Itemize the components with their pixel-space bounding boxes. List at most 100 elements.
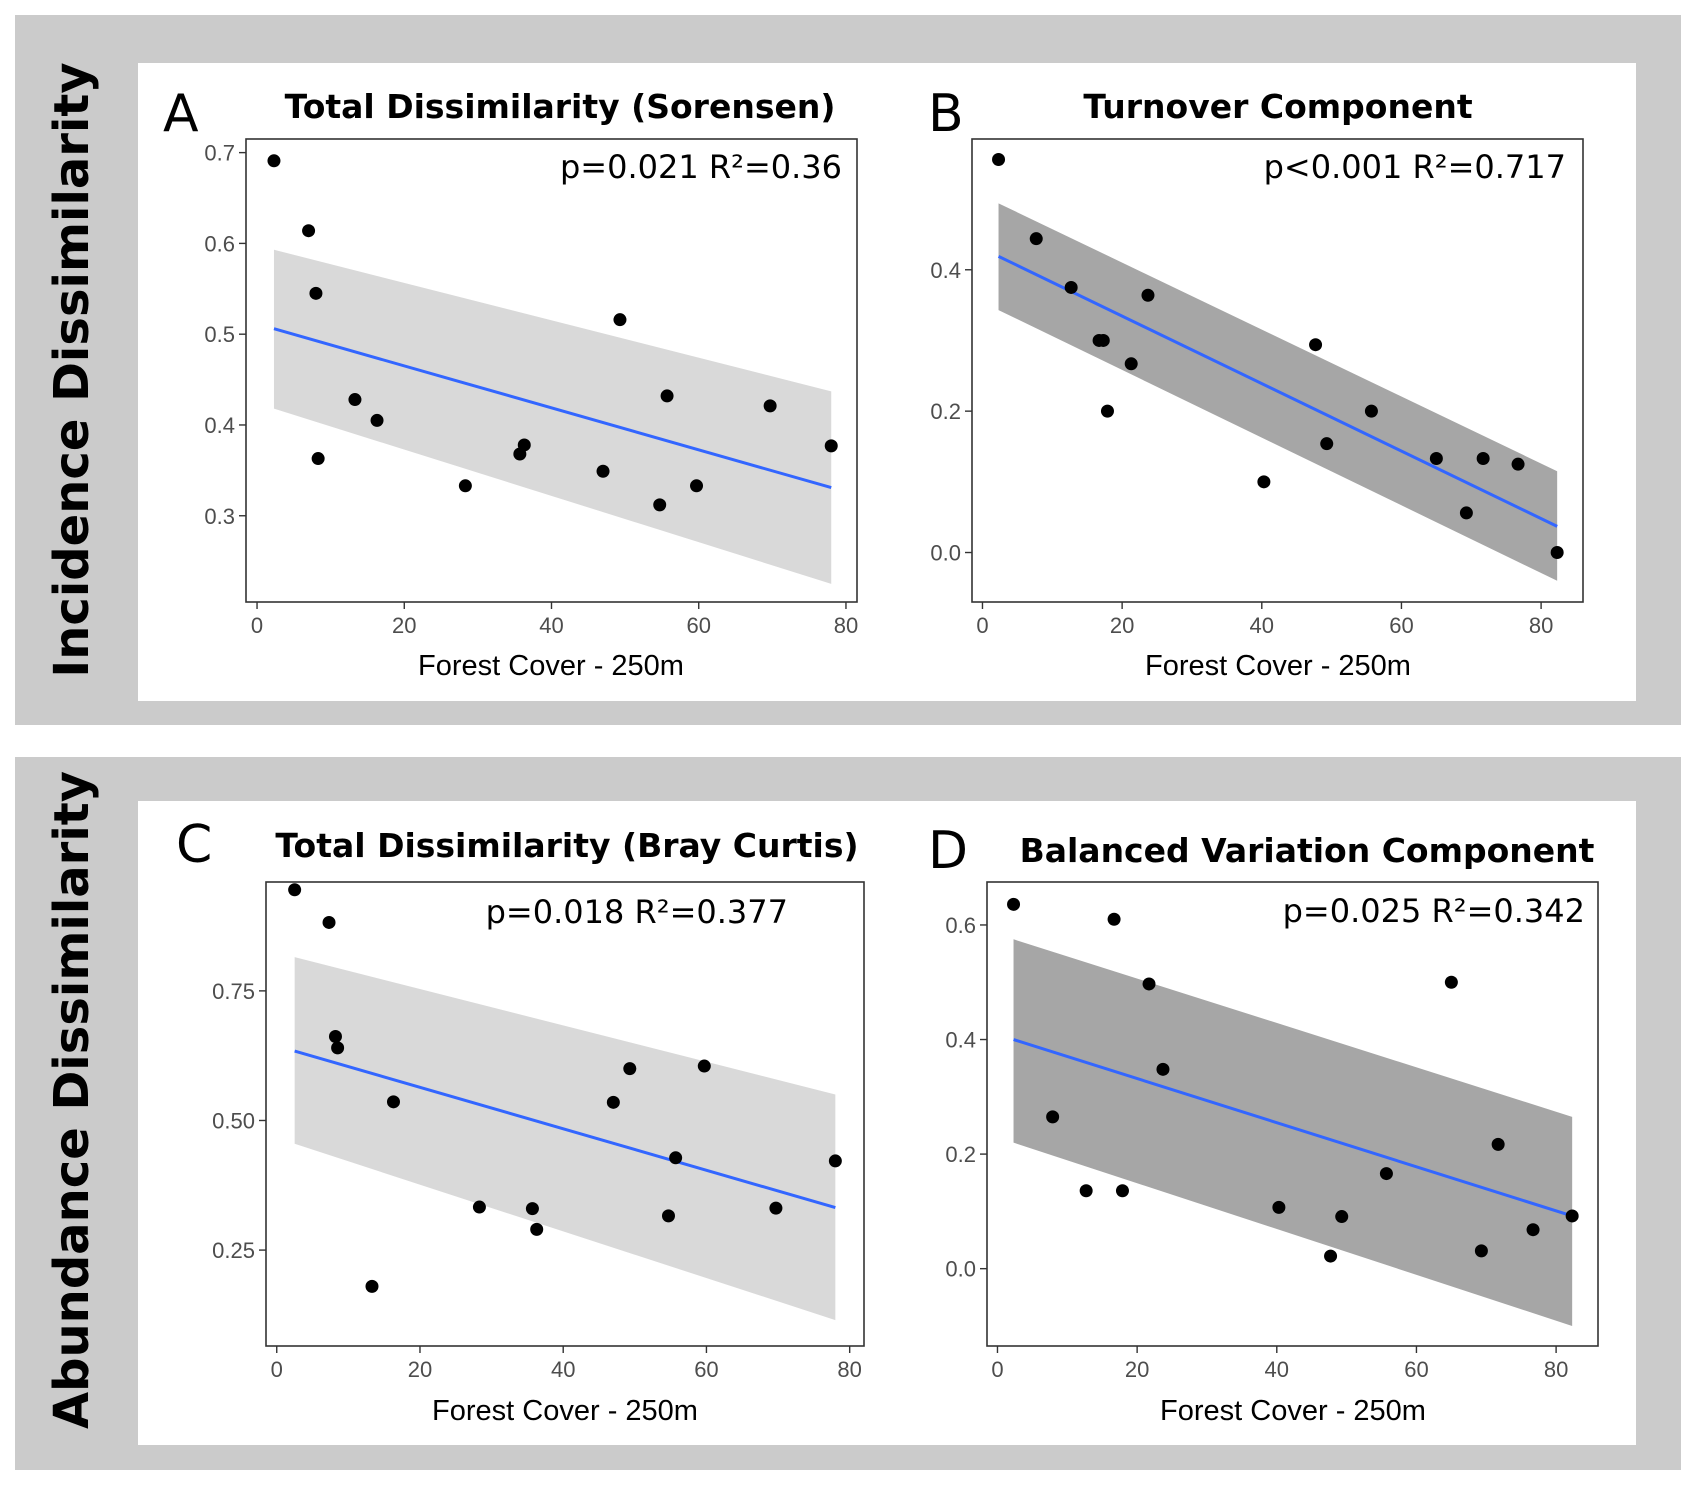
x-tick-label-d: 0 <box>991 1357 1003 1382</box>
plot-d: 0 20 40 60 80 0.0 0.2 0.4 0.6 p=0.025 R²=0.342 <box>945 881 1599 1382</box>
data-point-b <box>992 152 1006 166</box>
x-tick-label-a: 0 <box>251 613 263 638</box>
y-tick-label-a: 0.6 <box>204 231 235 256</box>
regression-line-c <box>294 1049 836 1210</box>
x-tick-label-d: 40 <box>1265 1357 1289 1382</box>
x-axis-label-b: Forest Cover - 250m <box>1145 650 1411 682</box>
data-point-d <box>1324 1249 1338 1263</box>
data-point-c <box>769 1201 783 1215</box>
data-point-b <box>1124 357 1138 371</box>
data-point-d <box>1007 897 1021 911</box>
x-tick-label-b: 0 <box>976 613 988 638</box>
regression-line-b <box>997 254 1558 528</box>
data-point-a <box>348 393 362 407</box>
panel-letter-d: D <box>928 821 968 881</box>
data-point-b <box>1257 475 1271 489</box>
x-axis-label-a: Forest Cover - 250m <box>418 650 684 682</box>
data-point-c <box>472 1200 486 1214</box>
x-tick-label-a: 20 <box>392 613 416 638</box>
data-point-d <box>1079 1184 1093 1198</box>
data-point-d <box>1107 912 1121 926</box>
x-tick-label-a: 80 <box>834 613 858 638</box>
data-point-b <box>1511 457 1525 471</box>
panel-title-c: Total Dissimilarity (Bray Curtis) <box>275 826 858 865</box>
data-point-d <box>1272 1200 1286 1214</box>
data-point-a <box>824 439 838 453</box>
panel-letter-a: A <box>163 84 199 144</box>
y-tick-label-b: 0.2 <box>930 399 961 424</box>
y-tick-label-d: 0.2 <box>945 1142 976 1167</box>
data-point-c <box>328 1029 342 1043</box>
data-point-c <box>386 1095 400 1109</box>
x-tick-label-d: 60 <box>1404 1357 1428 1382</box>
panel-title-b: Turnover Component <box>1083 87 1472 126</box>
plot-b: 0 20 40 60 80 0.0 0.2 0.4 p<0.001 R²=0.717 <box>930 138 1584 638</box>
data-point-a <box>763 399 777 413</box>
data-point-c <box>530 1222 544 1236</box>
data-point-d <box>1444 975 1458 989</box>
data-point-d <box>1491 1137 1505 1151</box>
x-axis-label-d: Forest Cover - 250m <box>1160 1395 1426 1427</box>
data-point-c <box>623 1062 637 1076</box>
data-point-b <box>1309 338 1323 352</box>
panel-title-d: Balanced Variation Component <box>1020 831 1595 870</box>
data-point-d <box>1474 1244 1488 1258</box>
data-point-a <box>311 452 325 466</box>
y-tick-label-d: 0.6 <box>945 913 976 938</box>
plot-a: 0 20 40 60 80 0.3 0.4 0.5 0.6 0.7 p=0.021 R²=0.36 <box>204 138 858 638</box>
x-tick-label-b: 60 <box>1389 613 1413 638</box>
data-point-b <box>1141 288 1155 302</box>
data-point-c <box>697 1059 711 1073</box>
x-tick-label-a: 40 <box>539 613 563 638</box>
data-point-a <box>458 479 472 493</box>
plot-frame-d <box>986 881 1599 1347</box>
data-point-b <box>1064 280 1078 294</box>
y-tick-label-c: 0.75 <box>212 979 255 1004</box>
data-point-a <box>517 438 531 452</box>
data-point-a <box>596 464 610 478</box>
chart-panel-a: A Total Dissimilarity (Sorensen) 0 20 40 60… <box>163 84 858 682</box>
data-point-d <box>1526 1223 1540 1237</box>
stat-annotation-d: p=0.025 R²=0.342 <box>1283 892 1585 930</box>
chart-panel-d: D Balanced Variation Component 0 20 40 60 80… <box>928 821 1599 1427</box>
x-tick-label-d: 80 <box>1544 1357 1568 1382</box>
data-point-b <box>1459 506 1473 520</box>
data-point-a <box>267 154 281 168</box>
data-point-b <box>1364 404 1378 418</box>
data-point-b <box>1100 404 1114 418</box>
confidence-ribbon-a <box>273 249 832 584</box>
data-point-c <box>828 1154 842 1168</box>
data-point-a <box>309 286 323 300</box>
x-tick-label-c: 40 <box>551 1357 575 1382</box>
y-tick-label-b: 0.4 <box>930 258 961 283</box>
row-label-abundance: Abundance Dissimilarity <box>44 771 100 1429</box>
regression-line-a <box>273 327 832 490</box>
row-label-incidence: Incidence Dissimilarity <box>44 62 100 677</box>
x-tick-label-c: 60 <box>694 1357 718 1382</box>
y-tick-label-d: 0.0 <box>945 1257 976 1282</box>
data-point-b <box>1096 333 1110 347</box>
data-point-d <box>1156 1062 1170 1076</box>
plot-frame-b <box>971 138 1584 603</box>
y-tick-label-d: 0.4 <box>945 1028 976 1053</box>
data-point-b <box>1476 452 1490 466</box>
stat-annotation-b: p<0.001 R²=0.717 <box>1264 148 1566 186</box>
data-point-c <box>365 1279 379 1293</box>
data-point-a <box>613 313 627 327</box>
x-axis-label-c: Forest Cover - 250m <box>432 1395 698 1427</box>
y-tick-label-a: 0.3 <box>204 504 235 529</box>
y-tick-label-a: 0.7 <box>204 141 235 166</box>
x-tick-label-a: 60 <box>686 613 710 638</box>
data-point-a <box>690 479 704 493</box>
chart-panel-c: C Total Dissimilarity (Bray Curtis) 0 20 4… <box>176 815 865 1427</box>
data-point-a <box>370 413 384 427</box>
plot-frame-c <box>265 881 865 1347</box>
y-tick-label-a: 0.4 <box>204 413 235 438</box>
data-point-b <box>1029 232 1043 246</box>
data-point-c <box>661 1209 675 1223</box>
confidence-ribbon-d <box>1013 939 1573 1326</box>
x-tick-label-b: 80 <box>1529 613 1553 638</box>
chart-panel-b: B Turnover Component 0 20 40 60 80 0.0 0.2 0.4 p… <box>928 84 1584 682</box>
confidence-ribbon-c <box>294 957 836 1321</box>
